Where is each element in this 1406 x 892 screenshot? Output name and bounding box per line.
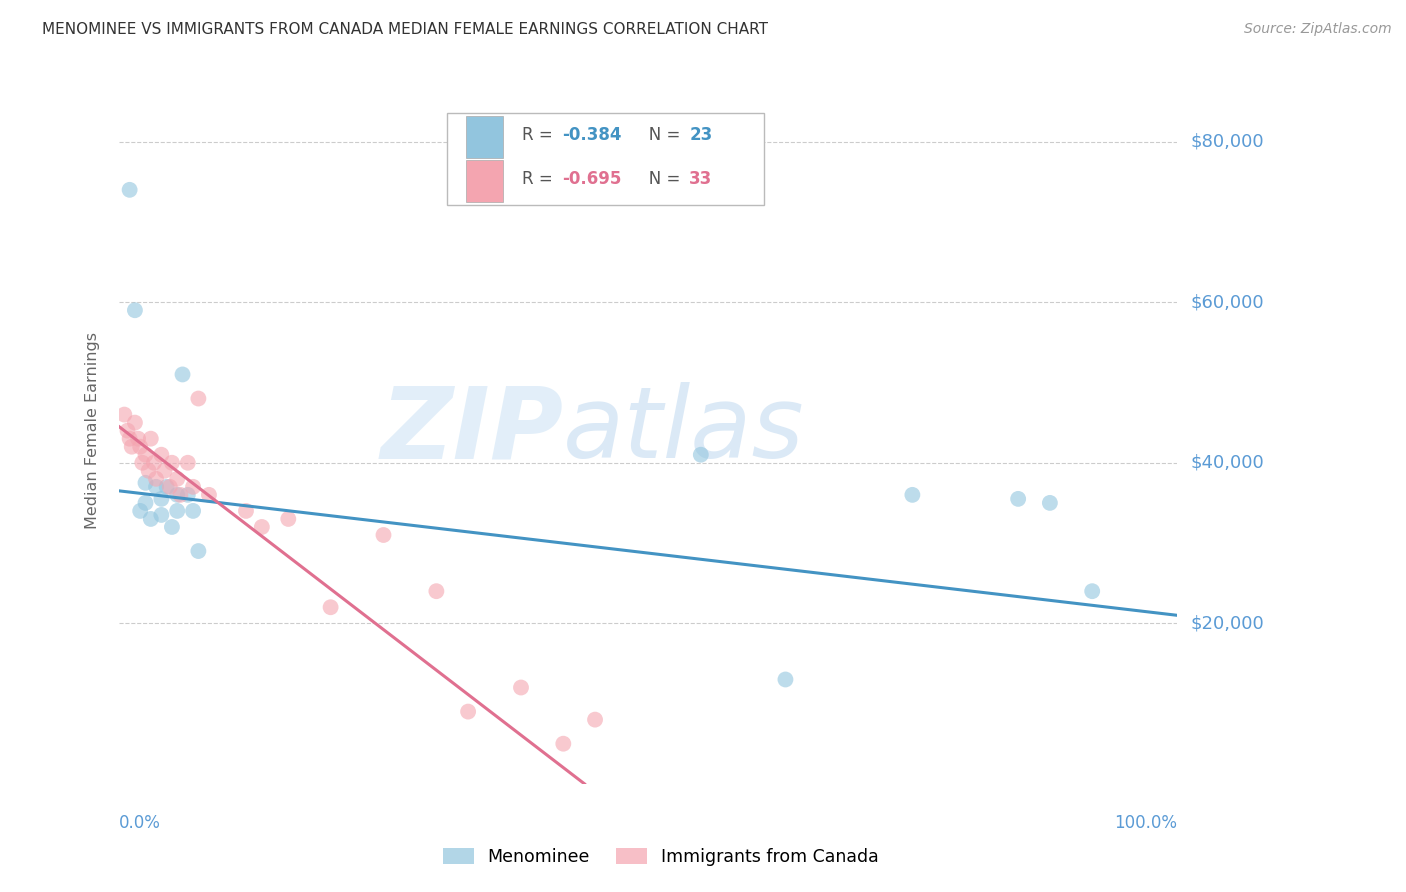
Point: [121, 440, 143, 454]
Point: [124, 416, 146, 430]
Point: [187, 392, 209, 406]
Point: [1039, 496, 1062, 510]
Point: [153, 464, 176, 478]
Point: [177, 456, 200, 470]
Text: 100.0%: 100.0%: [1114, 814, 1177, 832]
Point: [112, 408, 135, 422]
Point: [169, 488, 191, 502]
FancyBboxPatch shape: [447, 112, 765, 204]
Point: [129, 504, 152, 518]
Text: -0.384: -0.384: [562, 126, 621, 144]
Text: R =: R =: [522, 169, 558, 187]
Point: [150, 448, 173, 462]
Point: [181, 504, 204, 518]
Point: [689, 448, 711, 462]
Point: [235, 504, 257, 518]
Point: [124, 303, 146, 318]
Text: 33: 33: [689, 169, 713, 187]
Point: [160, 456, 183, 470]
Point: [277, 512, 299, 526]
Point: [187, 544, 209, 558]
Point: [127, 432, 149, 446]
Point: [117, 424, 139, 438]
Point: [373, 528, 395, 542]
Point: [425, 584, 447, 599]
Text: ZIP: ZIP: [380, 382, 564, 479]
Point: [181, 480, 204, 494]
Text: N =: N =: [633, 126, 686, 144]
Point: [134, 496, 156, 510]
Point: [172, 368, 194, 382]
Point: [775, 673, 797, 687]
Point: [901, 488, 924, 502]
Point: [1081, 584, 1104, 599]
Point: [131, 456, 153, 470]
Point: [198, 488, 221, 502]
Text: $60,000: $60,000: [1191, 293, 1264, 311]
Point: [166, 472, 188, 486]
Text: atlas: atlas: [564, 382, 806, 479]
Point: [159, 480, 181, 494]
Text: $80,000: $80,000: [1191, 133, 1264, 151]
Point: [150, 508, 173, 522]
Point: [156, 480, 179, 494]
Point: [142, 456, 165, 470]
Y-axis label: Median Female Earnings: Median Female Earnings: [86, 332, 100, 529]
Point: [134, 475, 156, 490]
Text: $20,000: $20,000: [1191, 615, 1264, 632]
Point: [1007, 491, 1029, 506]
Point: [553, 737, 575, 751]
Point: [139, 432, 162, 446]
Point: [177, 488, 200, 502]
Point: [457, 705, 479, 719]
Point: [145, 472, 167, 486]
Point: [118, 183, 141, 197]
Text: $40,000: $40,000: [1191, 454, 1264, 472]
Point: [138, 464, 160, 478]
Point: [250, 520, 273, 534]
Legend: Menominee, Immigrants from Canada: Menominee, Immigrants from Canada: [434, 839, 887, 874]
Point: [319, 600, 342, 615]
Text: MENOMINEE VS IMMIGRANTS FROM CANADA MEDIAN FEMALE EARNINGS CORRELATION CHART: MENOMINEE VS IMMIGRANTS FROM CANADA MEDI…: [42, 22, 768, 37]
Text: 23: 23: [689, 126, 713, 144]
Point: [118, 432, 141, 446]
Point: [129, 440, 152, 454]
Point: [166, 488, 188, 502]
Text: 0.0%: 0.0%: [120, 814, 160, 832]
Point: [145, 480, 167, 494]
Text: Source: ZipAtlas.com: Source: ZipAtlas.com: [1244, 22, 1392, 37]
Point: [583, 713, 606, 727]
Point: [139, 512, 162, 526]
Point: [160, 520, 183, 534]
Point: [510, 681, 533, 695]
Text: R =: R =: [522, 126, 558, 144]
Text: -0.695: -0.695: [562, 169, 621, 187]
Text: N =: N =: [633, 169, 686, 187]
Point: [166, 504, 188, 518]
FancyBboxPatch shape: [465, 116, 503, 158]
FancyBboxPatch shape: [465, 160, 503, 202]
Point: [134, 448, 156, 462]
Point: [150, 491, 173, 506]
